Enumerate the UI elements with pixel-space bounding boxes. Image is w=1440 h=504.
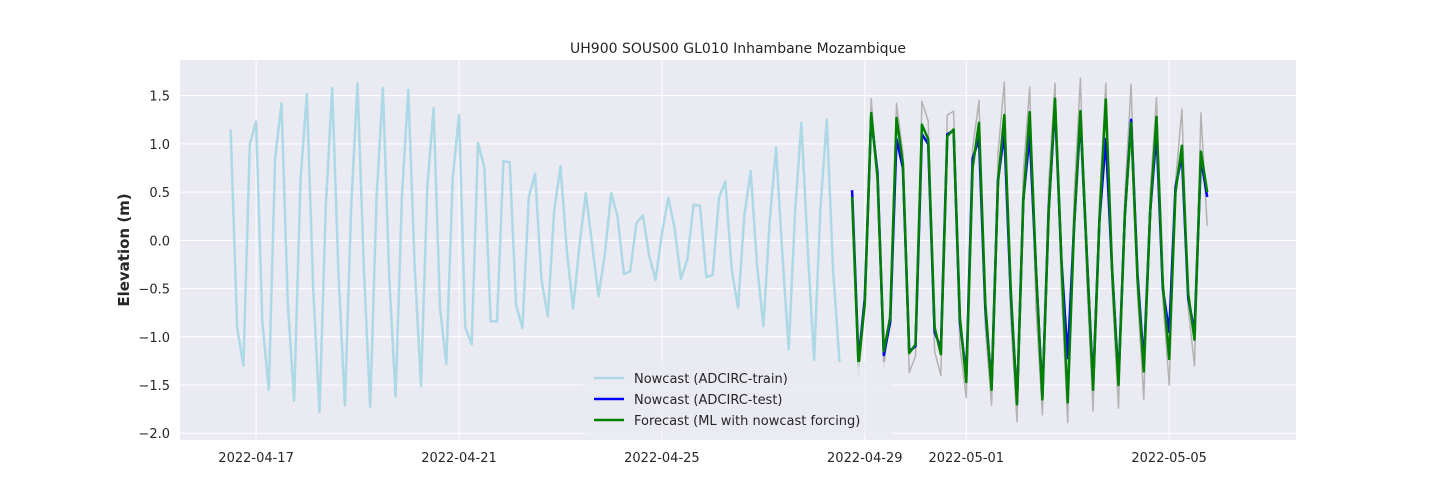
x-tick-label: 2022-05-01 [928, 451, 1004, 466]
y-tick-label: 1.0 [149, 138, 170, 153]
y-ticks: −2.0 −1.5 −1.0 −0.5 0.0 0.5 1.0 1.5 [138, 90, 170, 443]
x-tick-label: 2022-04-21 [421, 451, 497, 466]
y-tick-label: −1.0 [138, 331, 170, 346]
chart-title: UH900 SOUS00 GL010 Inhambane Mozambique [570, 41, 906, 57]
y-tick-label: 1.5 [149, 90, 170, 105]
y-axis-label: Elevation (m) [115, 193, 133, 306]
x-tick-label: 2022-04-29 [827, 451, 903, 466]
x-tick-label: 2022-04-25 [624, 451, 700, 466]
y-tick-label: −0.5 [138, 283, 170, 298]
legend-box [583, 362, 893, 434]
y-tick-label: −2.0 [138, 427, 170, 442]
y-tick-label: 0.0 [149, 234, 170, 249]
x-ticks: 2022-04-17 2022-04-21 2022-04-25 2022-04-29… [218, 451, 1207, 466]
series-line-nowcast-adcirc-train [229, 81, 841, 414]
legend-label-train: Nowcast (ADCIRC-train) [634, 372, 788, 387]
legend-label-test: Nowcast (ADCIRC-test) [634, 393, 783, 408]
x-tick-label: 2022-04-17 [218, 451, 294, 466]
x-tick-label: 2022-05-05 [1131, 451, 1207, 466]
y-tick-label: 0.5 [149, 186, 170, 201]
legend-label-forecast: Forecast (ML with nowcast forcing) [634, 414, 860, 429]
series-layer [229, 77, 1209, 424]
legend: Nowcast (ADCIRC-train) Nowcast (ADCIRC-t… [583, 362, 893, 434]
series-line-forecast-ml-with-nowcast-forcing [850, 97, 1209, 406]
y-tick-label: −1.5 [138, 379, 170, 394]
grid [180, 60, 1296, 440]
